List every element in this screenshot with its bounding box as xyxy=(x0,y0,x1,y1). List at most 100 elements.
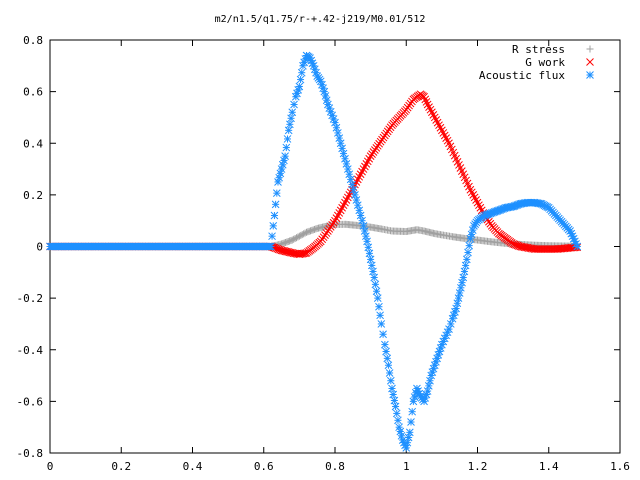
data-point xyxy=(274,178,282,186)
data-point xyxy=(339,149,348,158)
series-acoustic-flux xyxy=(46,51,582,452)
data-point xyxy=(295,82,304,91)
data-point xyxy=(408,407,417,416)
data-point xyxy=(283,135,292,143)
data-point xyxy=(343,165,352,173)
data-point xyxy=(287,114,295,123)
y-tick-label: 0.4 xyxy=(23,137,43,150)
data-point xyxy=(267,242,275,251)
data-point xyxy=(457,283,465,292)
data-point xyxy=(351,191,359,199)
data-point xyxy=(371,280,380,289)
data-point xyxy=(424,382,433,390)
data-point xyxy=(321,92,330,100)
data-point xyxy=(360,227,369,235)
data-point xyxy=(300,230,308,238)
data-point xyxy=(284,126,293,135)
y-tick-label: 0.6 xyxy=(23,86,43,99)
y-tick-label: 0.8 xyxy=(23,34,43,47)
data-point xyxy=(407,418,415,426)
data-point xyxy=(388,384,396,393)
data-point xyxy=(290,100,298,109)
data-point xyxy=(338,144,346,153)
data-point xyxy=(288,236,296,244)
legend-label: R stress xyxy=(512,43,565,56)
data-point xyxy=(297,68,306,77)
data-point xyxy=(369,267,377,276)
data-point xyxy=(454,294,463,302)
data-point xyxy=(336,139,345,148)
data-point xyxy=(278,160,287,169)
data-point xyxy=(349,185,358,194)
data-point xyxy=(293,234,301,242)
data-point xyxy=(367,261,376,270)
x-tick-label: 0.4 xyxy=(183,460,203,473)
data-point xyxy=(421,95,430,104)
data-point xyxy=(291,234,299,242)
data-point xyxy=(271,200,280,209)
data-point xyxy=(446,320,455,328)
data-point xyxy=(295,232,303,240)
data-point xyxy=(395,423,403,432)
legend-label: G work xyxy=(525,56,565,69)
data-point xyxy=(372,287,381,296)
data-point xyxy=(269,221,278,230)
data-point xyxy=(375,302,383,311)
data-point xyxy=(332,123,341,132)
series-layer xyxy=(46,51,582,452)
data-point xyxy=(467,230,476,239)
y-tick-label: -0.6 xyxy=(17,395,44,408)
data-point xyxy=(294,233,302,241)
x-tick-label: 0.2 xyxy=(111,460,131,473)
data-point xyxy=(394,416,402,425)
data-point xyxy=(297,231,305,239)
data-point xyxy=(513,241,522,250)
data-point xyxy=(373,294,382,302)
data-point xyxy=(325,104,334,112)
data-point xyxy=(397,431,406,440)
legend-marker xyxy=(586,58,594,66)
data-point xyxy=(402,443,411,452)
data-point xyxy=(423,387,432,395)
data-point xyxy=(365,249,374,258)
data-point xyxy=(465,241,474,250)
data-point xyxy=(353,201,362,210)
data-point xyxy=(342,160,351,168)
data-point xyxy=(331,118,339,127)
data-point xyxy=(390,396,399,405)
data-point xyxy=(391,402,400,411)
data-point xyxy=(389,390,398,399)
data-point xyxy=(453,299,462,308)
x-tick-label: 1.6 xyxy=(610,460,630,473)
data-point xyxy=(377,320,386,328)
data-point xyxy=(403,438,412,447)
data-point xyxy=(290,235,298,243)
data-point xyxy=(333,129,342,137)
x-tick-label: 1.4 xyxy=(539,460,559,473)
data-point xyxy=(405,428,414,437)
data-point xyxy=(363,237,371,246)
legend-marker xyxy=(586,45,594,53)
data-point xyxy=(459,273,468,282)
data-point xyxy=(462,255,471,264)
chart-title: m2/n1.5/q1.75/r-+.42-j219/M0.01/512 xyxy=(215,14,426,25)
data-point xyxy=(383,354,392,363)
data-point xyxy=(296,75,305,84)
y-tick-label: 0.2 xyxy=(23,189,43,202)
axes: 0 0.2 0.4 0.6 0.8 1 1.2 1.4 1.6 -0.8 -0.6 -0.4 -0.2 0… xyxy=(17,34,630,473)
data-point xyxy=(364,243,373,252)
y-tick-label: -0.4 xyxy=(17,344,44,357)
data-point xyxy=(384,361,393,370)
x-tick-label: 1.2 xyxy=(468,460,488,473)
data-point xyxy=(385,369,394,377)
y-tick-label: -0.2 xyxy=(17,292,44,305)
data-point xyxy=(422,98,431,106)
data-point xyxy=(362,232,370,241)
data-point xyxy=(466,234,475,243)
data-point xyxy=(288,108,297,117)
data-point xyxy=(282,143,291,152)
x-tick-label: 0.8 xyxy=(325,460,345,473)
data-point xyxy=(272,244,280,253)
data-point xyxy=(358,216,366,225)
